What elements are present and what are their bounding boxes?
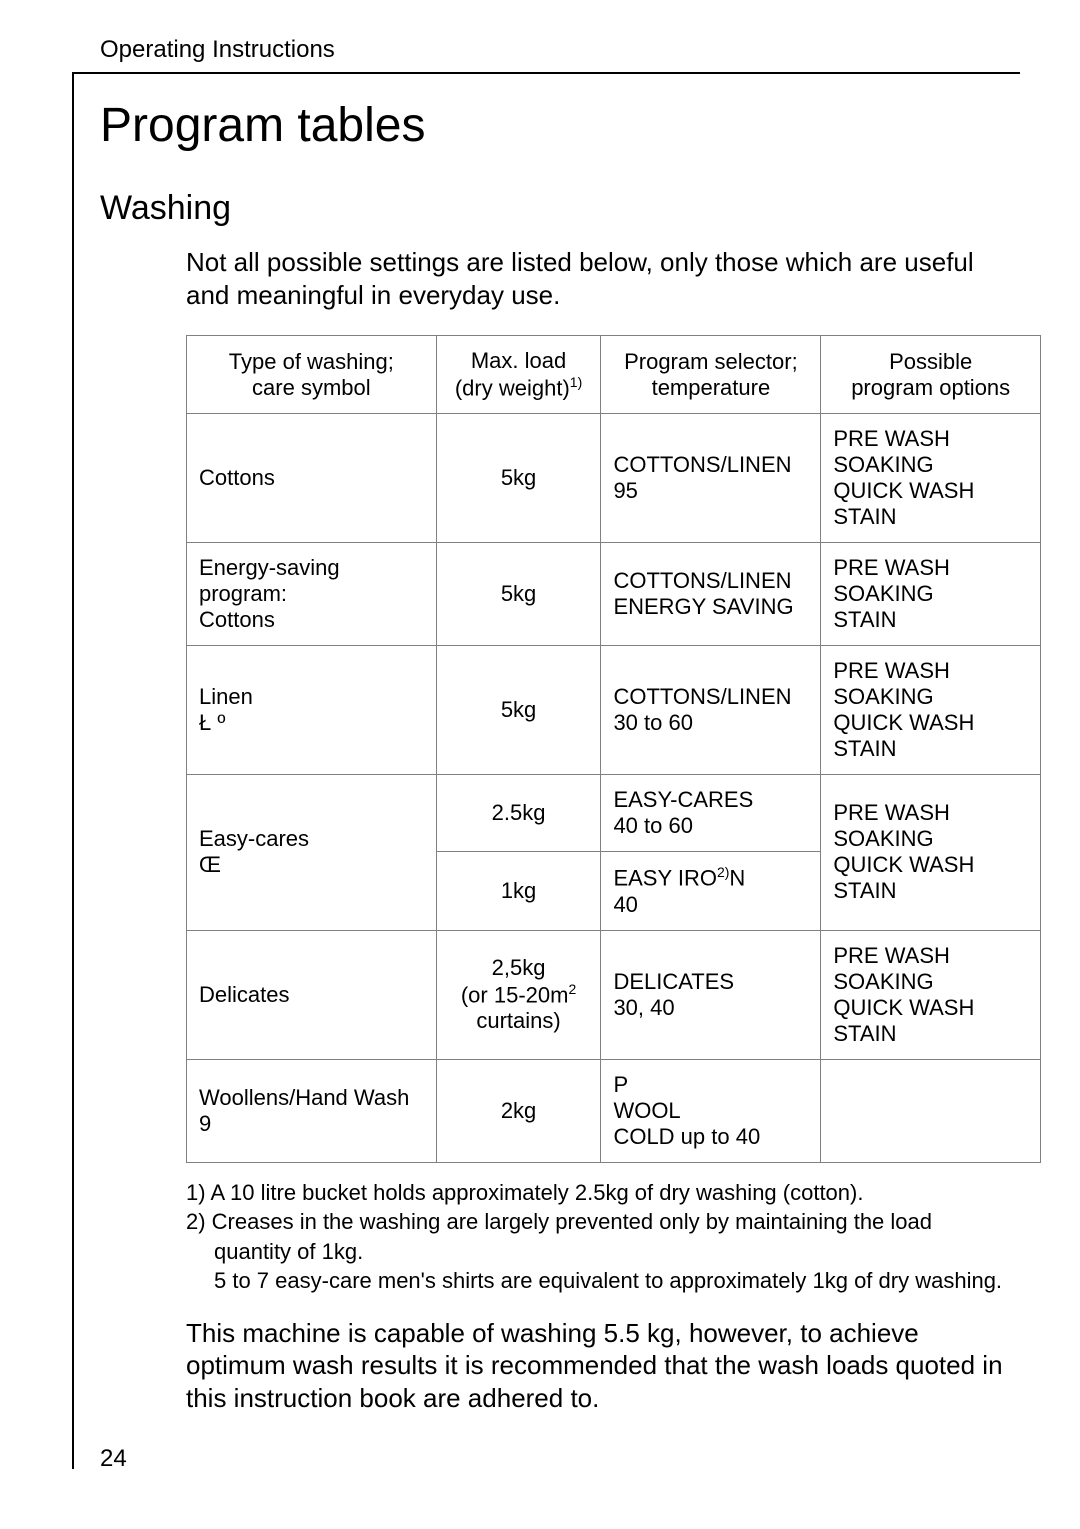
cell-type: Cottons [187, 414, 437, 543]
table-row: Linen Ł º 5kg COTTONS/LINEN 30 to 60 PRE… [187, 646, 1041, 775]
cell-type: Energy-saving program: Cottons [187, 543, 437, 646]
cell-options: PRE WASH SOAKING QUICK WASH STAIN [821, 414, 1041, 543]
cell-options: PRE WASH SOAKING STAIN [821, 543, 1041, 646]
cell-load: 1kg [436, 852, 601, 930]
closing-paragraph: This machine is capable of washing 5.5 k… [186, 1317, 1020, 1415]
page-number: 24 [100, 1445, 127, 1473]
program-table: Type of washing; care symbol Max. load (… [186, 335, 1041, 1163]
cell-options: PRE WASH SOAKING QUICK WASH STAIN [821, 930, 1041, 1059]
cell-selector: COTTONS/LINEN 30 to 60 [601, 646, 821, 775]
cell-selector: DELICATES 30, 40 [601, 930, 821, 1059]
running-header: Operating Instructions [100, 36, 1020, 64]
col-header-type: Type of washing; care symbol [187, 336, 437, 414]
cell-load: 5kg [436, 646, 601, 775]
cell-type: Easy-cares Œ [187, 775, 437, 930]
col-header-options: Possible program options [821, 336, 1041, 414]
cell-selector: COTTONS/LINEN 95 [601, 414, 821, 543]
cell-type: Woollens/Hand Wash 9 [187, 1059, 437, 1162]
table-header-row: Type of washing; care symbol Max. load (… [187, 336, 1041, 414]
cell-selector: EASY IRO2)N 40 [601, 852, 821, 930]
cell-type: Delicates [187, 930, 437, 1059]
cell-selector: COTTONS/LINEN ENERGY SAVING [601, 543, 821, 646]
cell-load: 5kg [436, 543, 601, 646]
cell-type: Linen Ł º [187, 646, 437, 775]
subsection-title: Washing [100, 189, 1020, 228]
cell-options: PRE WASH SOAKING QUICK WASH STAIN [821, 646, 1041, 775]
table-row: Delicates 2,5kg (or 15-20m2 curtains) DE… [187, 930, 1041, 1059]
cell-load: 5kg [436, 414, 601, 543]
cell-load: 2kg [436, 1059, 601, 1162]
col-header-load: Max. load (dry weight)1) [436, 336, 601, 414]
footnotes: 1) A 10 litre bucket holds approximately… [186, 1179, 1020, 1295]
cell-load: 2.5kg [436, 775, 601, 852]
col-header-selector: Program selector; temperature [601, 336, 821, 414]
table-row: Easy-cares Œ 2.5kg EASY-CARES 40 to 60 P… [187, 775, 1041, 852]
table-row: Energy-saving program: Cottons 5kg COTTO… [187, 543, 1041, 646]
table-row: Cottons 5kg COTTONS/LINEN 95 PRE WASH SO… [187, 414, 1041, 543]
table-row: Woollens/Hand Wash 9 2kg P WOOL COLD up … [187, 1059, 1041, 1162]
cell-selector: EASY-CARES 40 to 60 [601, 775, 821, 852]
cell-load: 2,5kg (or 15-20m2 curtains) [436, 930, 601, 1059]
intro-text: Not all possible settings are listed bel… [186, 246, 1020, 311]
cell-options: PRE WASH SOAKING QUICK WASH STAIN [821, 775, 1041, 930]
section-title: Program tables [100, 98, 1020, 153]
cell-selector: P WOOL COLD up to 40 [601, 1059, 821, 1162]
cell-options [821, 1059, 1041, 1162]
